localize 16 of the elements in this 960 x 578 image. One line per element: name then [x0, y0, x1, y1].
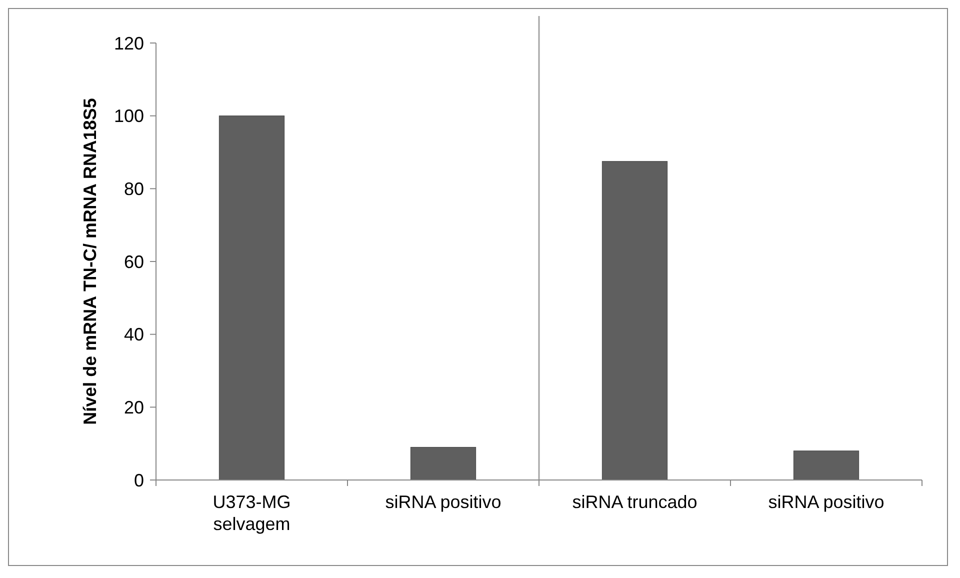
y-tick-label: 100 [114, 106, 144, 126]
y-tick-label: 80 [124, 178, 144, 199]
y-tick-label: 20 [124, 397, 144, 418]
bar [410, 446, 476, 480]
y-tick-label: 60 [124, 252, 144, 272]
y-axis-title: Nível de mRNA TN-C/ mRNA RNA18S5 [80, 98, 100, 425]
x-tick-label: siRNA positivo [385, 492, 502, 512]
bar [602, 161, 668, 480]
x-tick-label: siRNA positivo [768, 492, 884, 512]
y-tick-label: 40 [124, 324, 144, 345]
y-tick-label: 0 [134, 470, 144, 490]
bar [218, 116, 285, 480]
y-tick-label: 120 [114, 33, 144, 54]
bar [793, 450, 860, 480]
x-tick-label: siRNA truncado [572, 492, 698, 512]
x-tick-label: U373-MG selvagem [212, 492, 291, 534]
